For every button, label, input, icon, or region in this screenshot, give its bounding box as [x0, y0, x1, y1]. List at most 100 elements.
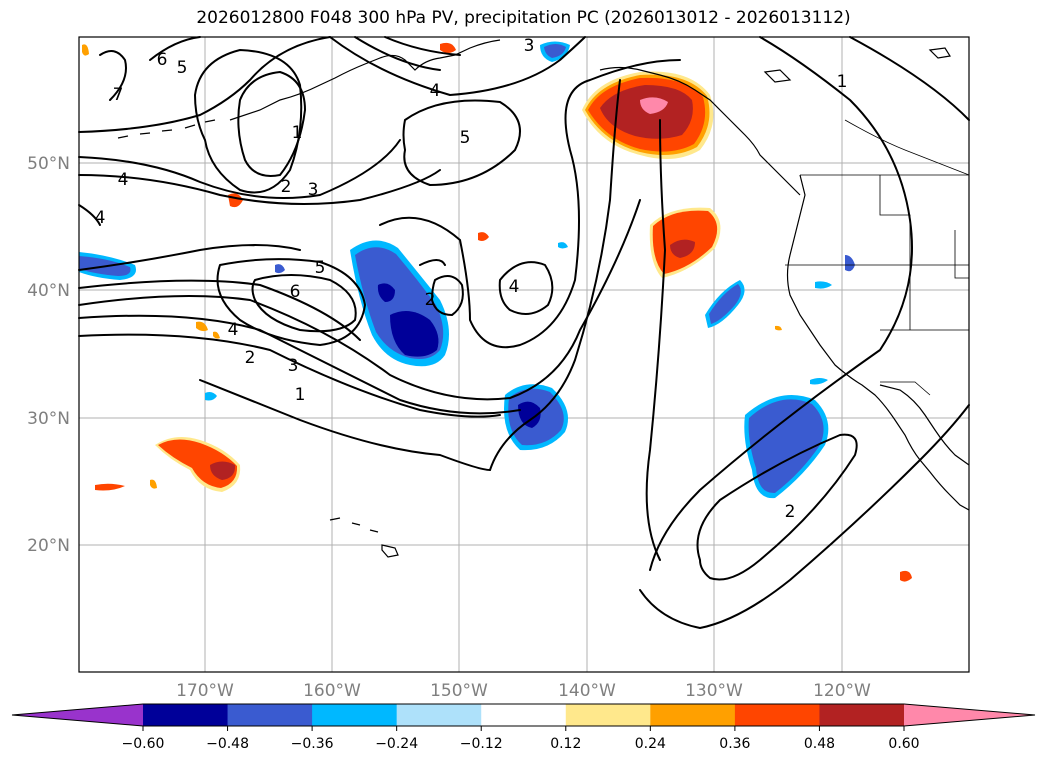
- longitude-labels: 170°W 160°W 150°W 140°W 130°W 120°W: [176, 681, 871, 701]
- contour-label: 1: [295, 385, 306, 405]
- pv-contour: [99, 50, 127, 101]
- pv-contour: [384, 36, 461, 56]
- colorbar-tick-label: 0.60: [888, 736, 919, 752]
- pv-contours: [78, 36, 970, 629]
- contour-label: 2: [785, 502, 796, 522]
- contour-label: 2: [245, 348, 256, 368]
- alaska-coast: [229, 39, 501, 121]
- colorbar-segment: [312, 704, 398, 726]
- colorbar-tick-label: 0.24: [635, 736, 666, 752]
- pv-contour: [78, 244, 301, 271]
- colorbar-extend-low: [12, 704, 143, 726]
- contour-label: 3: [524, 36, 535, 56]
- colorbar-tick-label: 0.36: [719, 736, 750, 752]
- colorbar-segment: [143, 704, 229, 726]
- lon-label: 150°W: [430, 681, 488, 701]
- colorbar-tick-label: 0.12: [550, 736, 581, 752]
- pv-contour: [199, 379, 491, 471]
- colorbar-segment: [734, 704, 820, 726]
- precip-negative-blob: [518, 401, 541, 428]
- pv-contour: [78, 139, 401, 199]
- pv-contour: [419, 259, 446, 266]
- map-frame: [78, 36, 970, 673]
- canada-islands: [763, 47, 951, 83]
- pv-contour: [194, 49, 303, 194]
- canada-province-border: [844, 119, 970, 176]
- contour-label: 4: [118, 170, 129, 190]
- pv-contour: [78, 314, 521, 415]
- lon-label: 120°W: [813, 681, 871, 701]
- contour-label: 5: [177, 58, 188, 78]
- precip-negative-blob: [709, 284, 741, 324]
- precip-positive-blob: [95, 483, 125, 491]
- colorbar-extend-high: [904, 704, 1035, 726]
- contour-label: 4: [430, 81, 441, 101]
- precip-negative-blob: [275, 264, 285, 274]
- contour-label: 1: [837, 72, 848, 92]
- lat-label: 20°N: [27, 536, 70, 556]
- precip-negative-blob: [815, 281, 832, 289]
- hawaii-islands: [329, 517, 399, 558]
- precip-negative-blob: [205, 392, 217, 401]
- precip-positive-blob: [196, 321, 208, 332]
- contour-label: 3: [288, 356, 299, 376]
- precip-negative-blob: [845, 255, 855, 272]
- colorbar: −0.60 −0.48 −0.36 −0.24 −0.12 0.12 0.24 0.36 0.4…: [11, 703, 1036, 752]
- contour-labels: 1 2 3 4 5 6 7 1 2 3 4 4 5 5 6 2 4 1 3 4 …: [95, 36, 848, 522]
- pv-contour: [78, 204, 101, 226]
- colorbar-segment: [481, 704, 567, 726]
- contour-label: 6: [290, 282, 301, 302]
- pv-contour: [216, 258, 366, 346]
- pv-contour: [149, 36, 201, 61]
- pv-contour: [431, 275, 464, 316]
- pv-contour: [78, 333, 501, 418]
- contour-label: 4: [95, 208, 106, 228]
- lon-label: 130°W: [685, 681, 743, 701]
- precip-positive-blob: [210, 461, 236, 480]
- colorbar-segment: [819, 704, 905, 726]
- pv-contour: [639, 404, 970, 629]
- precip-positive-blob: [775, 325, 782, 331]
- aleutian-islands: [117, 119, 216, 139]
- alaska-panhandle: [599, 66, 801, 196]
- lon-label: 160°W: [303, 681, 361, 701]
- north-america-coast: [786, 174, 970, 511]
- lat-label: 40°N: [27, 281, 70, 301]
- contour-label: 1: [292, 123, 303, 143]
- precip-positive-blob: [670, 239, 695, 258]
- baja-coast: [879, 384, 970, 466]
- map-background: [79, 37, 969, 672]
- lat-label: 50°N: [27, 154, 70, 174]
- precip-positive-blob: [440, 42, 456, 53]
- contour-label: 4: [228, 320, 239, 340]
- precip-negative-blob: [544, 44, 566, 58]
- precip-negative-blob: [377, 283, 395, 302]
- pv-contour: [489, 79, 621, 471]
- lon-label: 170°W: [176, 681, 234, 701]
- map-title: 2026012800 F048 300 hPa PV, precipitatio…: [196, 8, 851, 28]
- colorbar-tick-label: 0.48: [804, 736, 835, 752]
- colorbar-segment: [565, 704, 651, 726]
- pv-contour: [649, 36, 913, 571]
- contour-label: 5: [460, 128, 471, 148]
- colorbar-segment: [396, 704, 482, 726]
- precip-negative-blob: [558, 242, 568, 249]
- pv-contour: [696, 433, 858, 581]
- pv-contour: [645, 119, 666, 561]
- colorbar-tick-label: −0.60: [122, 736, 165, 752]
- precip-positive-blob: [150, 479, 157, 489]
- contour-label: 6: [157, 50, 168, 70]
- contour-label: 3: [308, 180, 319, 200]
- pv-contour: [78, 169, 441, 205]
- contour-label: 5: [315, 258, 326, 278]
- lat-label: 30°N: [27, 409, 70, 429]
- precip-negative-blob: [390, 311, 439, 357]
- pv-contour: [849, 36, 970, 121]
- pv-contour: [354, 36, 441, 71]
- precip-positive-blob: [478, 232, 489, 241]
- contour-label: 2: [281, 177, 292, 197]
- pv-contour: [379, 59, 681, 349]
- pv-contour: [498, 261, 554, 315]
- pv-contour: [402, 99, 521, 186]
